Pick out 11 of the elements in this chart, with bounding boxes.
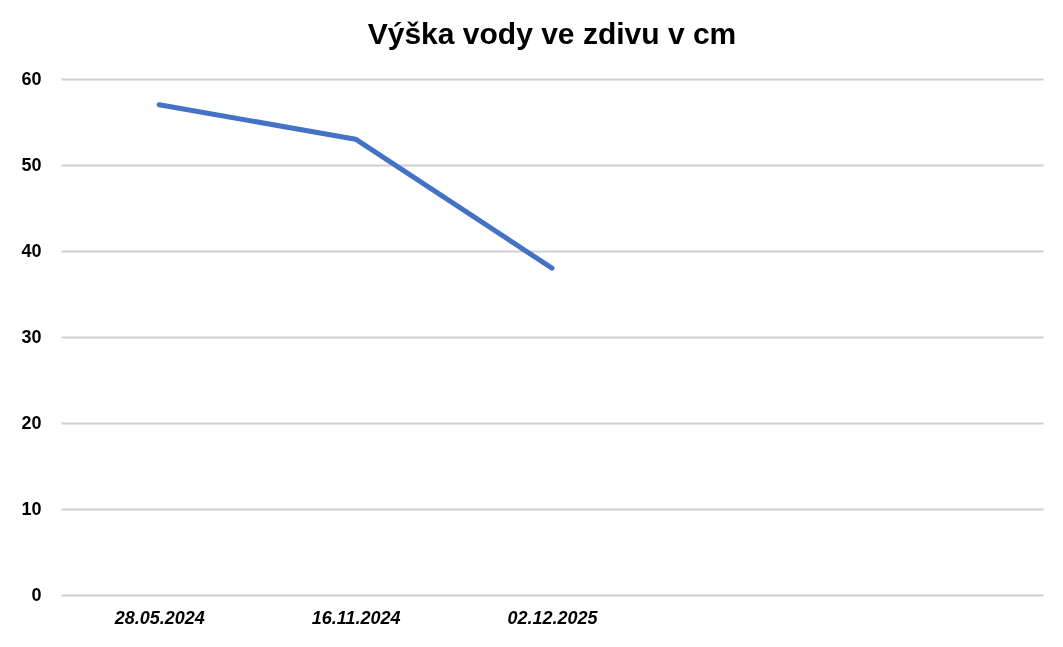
y-tick-label: 10 xyxy=(21,498,42,519)
y-tick-label: 50 xyxy=(21,154,42,175)
y-tick-label: 20 xyxy=(21,412,42,433)
y-tick-label: 30 xyxy=(21,326,42,347)
y-tick-label: 0 xyxy=(31,584,42,605)
chart-title: Výška vody ve zdivu v cm xyxy=(367,17,737,50)
x-tick-label: 02.12.2025 xyxy=(507,607,599,628)
x-tick-label: 28.05.2024 xyxy=(113,607,205,628)
y-tick-label: 60 xyxy=(21,68,42,89)
x-tick-label: 16.11.2024 xyxy=(311,607,401,628)
y-tick-label: 40 xyxy=(21,240,42,261)
